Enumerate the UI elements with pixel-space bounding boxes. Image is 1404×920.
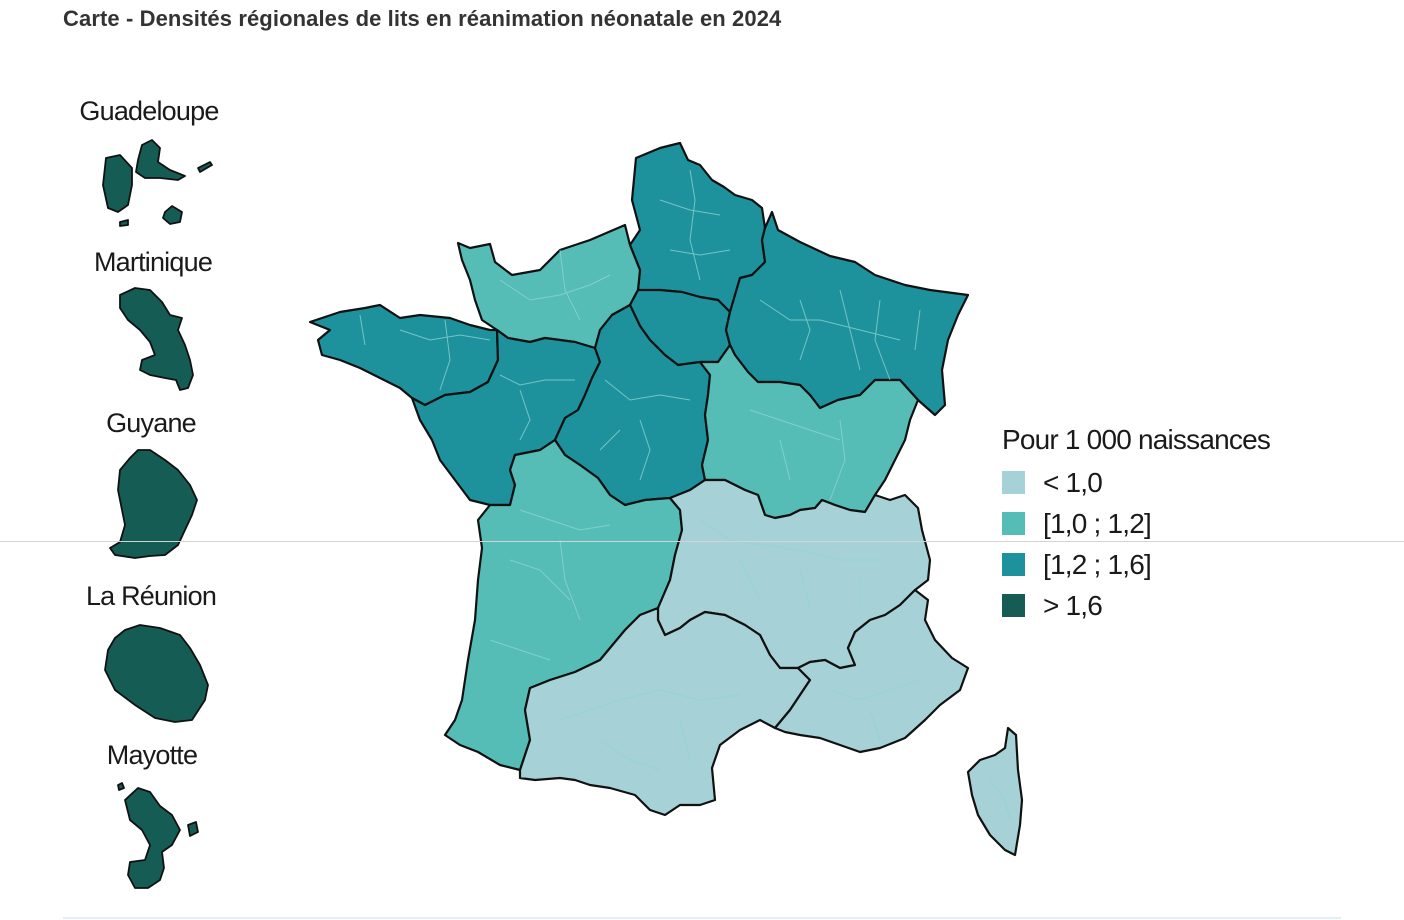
label-martinique: Martinique — [93, 247, 213, 277]
la-reunion-shape[interactable] — [104, 624, 209, 723]
legend-swatch — [1002, 594, 1025, 617]
legend-label: > 1,6 — [1043, 589, 1103, 621]
map-legend: Pour 1 000 naissances < 1,0 [1,0 ; 1,2] … — [1002, 424, 1271, 626]
bottom-divider — [63, 917, 1341, 919]
label-guadeloupe: Guadeloupe — [79, 96, 219, 126]
martinique-shape[interactable] — [119, 287, 194, 391]
legend-item-1-0-to-1-2: [1,0 ; 1,2] — [1002, 503, 1270, 544]
label-mayotte: Mayotte — [106, 740, 198, 770]
legend-label: [1,2 ; 1,6] — [1043, 548, 1152, 580]
horizontal-divider — [0, 541, 1404, 542]
legend-label: [1,0 ; 1,2] — [1043, 507, 1152, 539]
department-borders — [359, 169, 1011, 821]
legend-item-lt-1-0: < 1,0 — [1002, 462, 1270, 503]
region-bretagne[interactable] — [308, 303, 500, 407]
guadeloupe-shape[interactable] — [102, 139, 213, 227]
legend-swatch — [1002, 553, 1025, 576]
map-title: Carte - Densités régionales de lits en r… — [63, 6, 782, 31]
legend-item-gt-1-6: > 1,6 — [1002, 585, 1270, 626]
legend-item-1-2-to-1-6: [1,2 ; 1,6] — [1002, 544, 1270, 585]
region-corse[interactable] — [966, 726, 1024, 857]
legend-label: < 1,0 — [1043, 466, 1103, 498]
legend-swatch — [1002, 471, 1025, 494]
legend-swatch — [1002, 512, 1025, 535]
mayotte-shape[interactable] — [117, 782, 199, 889]
legend-title: Pour 1 000 naissances — [1002, 424, 1271, 455]
label-la-reunion: La Réunion — [85, 581, 217, 611]
label-guyane: Guyane — [106, 408, 197, 438]
guyane-shape[interactable] — [109, 449, 198, 559]
region-provence-alpes-cote-dazur[interactable] — [773, 588, 970, 754]
